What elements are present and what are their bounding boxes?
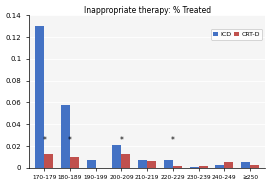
- Bar: [70, 157, 79, 168]
- Bar: [138, 160, 147, 168]
- Bar: [36, 26, 44, 168]
- Bar: [112, 145, 121, 168]
- Bar: [173, 166, 182, 168]
- Text: *: *: [171, 136, 175, 145]
- Bar: [164, 160, 173, 168]
- Bar: [61, 105, 70, 168]
- Bar: [250, 165, 259, 168]
- Title: Inappropriate therapy: % Treated: Inappropriate therapy: % Treated: [84, 6, 211, 15]
- Bar: [44, 154, 53, 168]
- Bar: [87, 160, 96, 168]
- Bar: [147, 161, 156, 168]
- Text: *: *: [68, 136, 72, 145]
- Bar: [224, 162, 233, 168]
- Bar: [215, 165, 224, 168]
- Text: *: *: [43, 136, 46, 145]
- Bar: [121, 154, 130, 168]
- Bar: [190, 167, 199, 168]
- Legend: ICD, CRT-D: ICD, CRT-D: [211, 29, 262, 39]
- Text: *: *: [120, 136, 123, 145]
- Bar: [199, 166, 208, 168]
- Bar: [241, 162, 250, 168]
